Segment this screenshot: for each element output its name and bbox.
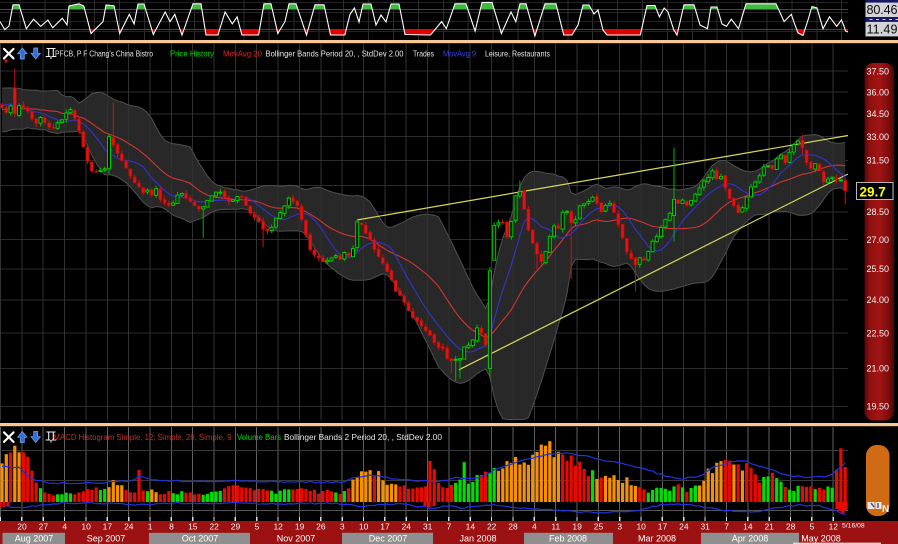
svg-text:27.00: 27.00 [867,235,890,245]
svg-text:24.00: 24.00 [867,295,890,305]
svg-text:Apr 2008: Apr 2008 [732,534,769,544]
svg-text:31: 31 [700,522,710,532]
svg-text:12: 12 [273,522,283,532]
svg-text:7: 7 [447,522,452,532]
svg-text:25.50: 25.50 [867,264,890,274]
svg-text:15: 15 [188,522,198,532]
svg-text:29: 29 [231,522,241,532]
svg-text:Jan 2008: Jan 2008 [459,534,496,544]
svg-text:14: 14 [743,522,753,532]
svg-text:4: 4 [62,522,67,532]
svg-text:MovAvg 9: MovAvg 9 [443,49,476,59]
svg-text:11.49: 11.49 [867,22,898,36]
svg-text:MovAvg 20: MovAvg 20 [223,49,262,59]
svg-text:4: 4 [532,522,537,532]
svg-text:11: 11 [551,522,560,532]
svg-text:Bollinger Bands Period 20, , S: Bollinger Bands Period 20, , StdDev 2.00 [266,49,404,59]
svg-text:17: 17 [380,522,390,532]
svg-text:28: 28 [786,522,796,532]
svg-text:24: 24 [124,522,134,532]
svg-text:10: 10 [636,522,646,532]
svg-text:Dec 2007: Dec 2007 [369,534,408,544]
svg-text:10: 10 [81,522,91,532]
svg-text:20: 20 [17,522,27,532]
svg-text:33.00: 33.00 [867,132,890,142]
svg-text:28: 28 [508,522,518,532]
svg-text:5/16/08: 5/16/08 [842,523,865,530]
svg-text:27: 27 [39,522,49,532]
svg-text:Oct 2007: Oct 2007 [182,534,219,544]
svg-text:34.50: 34.50 [867,109,890,119]
svg-text:Mar 2008: Mar 2008 [638,534,676,544]
svg-text:25: 25 [594,522,604,532]
svg-text:5: 5 [810,522,815,532]
svg-text:21.00: 21.00 [867,364,890,374]
svg-text:Leisure, Restaurants: Leisure, Restaurants [485,49,550,59]
svg-text:24: 24 [679,522,689,532]
svg-text:80.46: 80.46 [867,3,898,17]
svg-text:17: 17 [658,522,668,532]
svg-text:Trades: Trades [413,49,434,59]
svg-text:12: 12 [829,522,839,532]
svg-text:8: 8 [169,522,174,532]
svg-text:19: 19 [572,522,582,532]
svg-text:22: 22 [209,522,219,532]
svg-text:Aug 2007: Aug 2007 [15,534,54,544]
svg-text:21: 21 [764,522,774,532]
svg-text:5: 5 [255,522,260,532]
svg-text:Volume Bars: Volume Bars [237,432,281,442]
svg-text:MACD Histogram Simple, 12, Sim: MACD Histogram Simple, 12, Simple, 26, S… [54,432,232,442]
svg-text:7: 7 [724,522,729,532]
svg-text:3: 3 [340,522,345,532]
svg-text:19.50: 19.50 [867,402,890,412]
svg-text:37.50: 37.50 [867,66,890,76]
svg-text:Feb 2008: Feb 2008 [549,534,587,544]
svg-text:28.50: 28.50 [867,207,890,217]
svg-text:10: 10 [359,522,369,532]
svg-text:17: 17 [103,522,113,532]
svg-text:14: 14 [466,522,476,532]
svg-text:3: 3 [617,522,622,532]
svg-text:N: N [882,504,889,515]
svg-text:24: 24 [402,522,412,532]
svg-text:19: 19 [295,522,305,532]
svg-text:May 2008: May 2008 [801,534,841,544]
svg-text:Sep 2007: Sep 2007 [87,534,126,544]
svg-text:22.50: 22.50 [867,328,890,338]
svg-text:Price History: Price History [170,49,215,59]
svg-text:29.7: 29.7 [860,185,886,200]
svg-text:22: 22 [487,522,497,532]
svg-text:Bollinger Bands 2 Period 20, ,: Bollinger Bands 2 Period 20, , StdDev 2.… [284,432,442,442]
svg-text:PFCB, P F Chang's China Bistro: PFCB, P F Chang's China Bistro [55,49,153,59]
svg-text:31.50: 31.50 [867,156,890,166]
svg-text:1: 1 [148,522,153,532]
svg-text:26: 26 [316,522,326,532]
svg-text:36.00: 36.00 [867,87,890,97]
svg-text:31: 31 [423,522,433,532]
svg-text:Nov 2007: Nov 2007 [277,534,316,544]
